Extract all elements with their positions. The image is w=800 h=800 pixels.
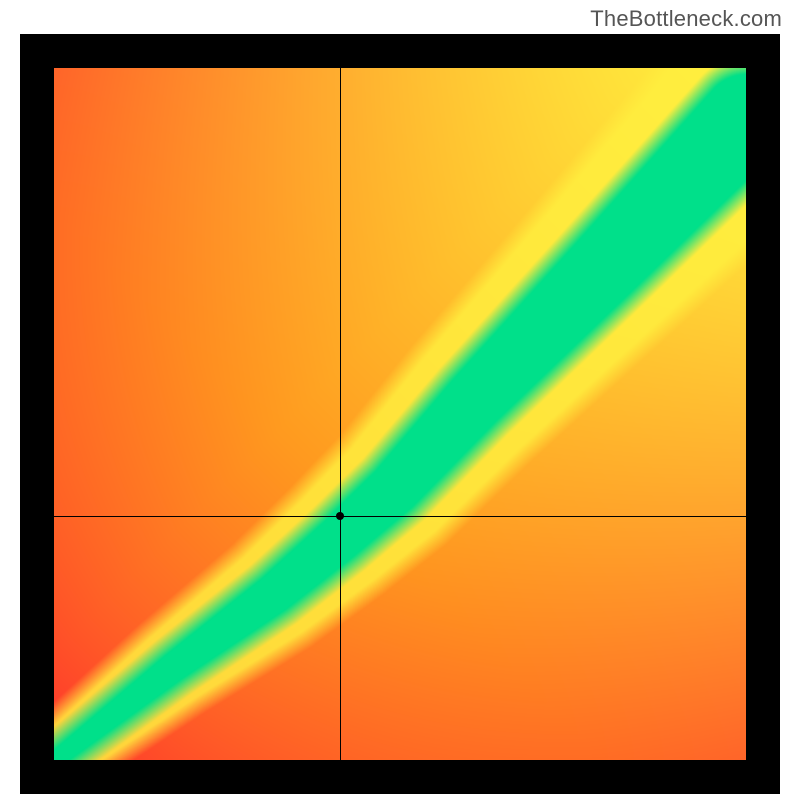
heatmap-canvas [54, 68, 746, 760]
crosshair-dot [336, 512, 344, 520]
crosshair-horizontal [54, 516, 746, 517]
watermark-text: TheBottleneck.com [590, 6, 782, 32]
crosshair-vertical [340, 68, 341, 760]
chart-plot-area [54, 68, 746, 760]
